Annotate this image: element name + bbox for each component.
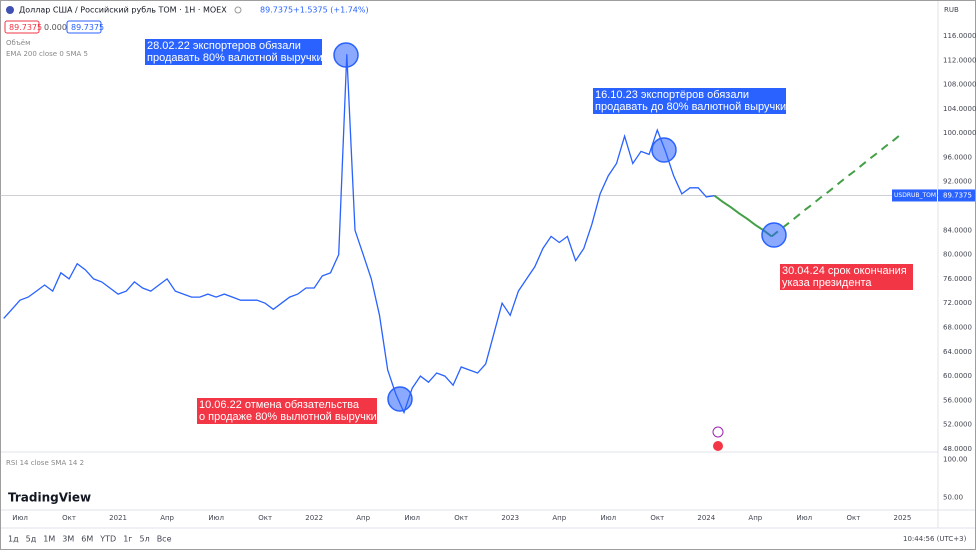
y-tick-label: 100.0000 — [943, 129, 976, 137]
clock: 10:44:56 (UTC+3) — [903, 535, 967, 543]
range-button[interactable]: 1г — [123, 535, 132, 544]
y-tick-label: 64.0000 — [943, 348, 972, 356]
currency[interactable]: RUB — [944, 6, 959, 14]
x-tick-label: Июл — [404, 514, 420, 522]
x-tick-label: Июл — [12, 514, 28, 522]
header-price: 89.7375 — [260, 6, 293, 15]
range-button[interactable]: 3М — [62, 535, 74, 544]
x-tick-label: 2024 — [697, 514, 715, 522]
event-icon[interactable] — [712, 426, 724, 438]
highlight-circle — [333, 42, 359, 68]
x-tick-label: Окт — [258, 514, 272, 522]
x-tick-label: Апр — [552, 514, 566, 522]
indicator-label[interactable]: RSI 14 close SMA 14 2 — [6, 459, 84, 467]
x-tick-label: Июл — [797, 514, 813, 522]
annotation-box — [197, 398, 377, 424]
symbol-label: USDRUB_TOM — [894, 192, 936, 199]
event-icon[interactable] — [713, 441, 723, 451]
annotation-text: продавать до 80% валютной выручки — [595, 101, 786, 113]
annotation-text: 28.02.22 экспортеров обязали — [147, 40, 301, 52]
annotation-box — [145, 39, 322, 65]
highlight-circle — [387, 386, 413, 412]
indicator-label[interactable]: Объём — [6, 39, 30, 47]
y-tick-label: 92.0000 — [943, 178, 972, 186]
x-tick-label: Окт — [650, 514, 664, 522]
y-tick-label: 116.0000 — [943, 32, 976, 40]
y-tick-label: 60.0000 — [943, 372, 972, 380]
annotation-text: 10.06.22 отмена обязательства — [199, 399, 360, 411]
symbol-icon — [6, 6, 14, 14]
series-line — [3, 54, 715, 415]
y-tick-label: 104.0000 — [943, 105, 976, 113]
x-tick-label: 2022 — [305, 514, 323, 522]
y-tick-label: 72.0000 — [943, 299, 972, 307]
y-tick-label: 56.0000 — [943, 396, 972, 404]
annotation-text: продавать 80% валютной выручки — [147, 52, 323, 64]
highlight-circle — [761, 222, 787, 248]
input-box[interactable] — [66, 20, 102, 34]
range-button[interactable]: 1д — [8, 535, 19, 544]
symbol-badge — [892, 189, 937, 202]
annotation-box — [780, 264, 913, 290]
header-icon[interactable] — [234, 6, 242, 14]
series-line — [713, 194, 773, 238]
range-button[interactable]: YTD — [99, 535, 116, 544]
x-tick-label: 2021 — [109, 514, 127, 522]
input-box[interactable] — [4, 20, 40, 34]
x-tick-label: 2023 — [501, 514, 519, 522]
x-tick-label: Июл — [600, 514, 616, 522]
y-tick-label: 96.0000 — [943, 153, 972, 161]
annotation-text: 30.04.24 срок окончания — [782, 265, 907, 277]
annotation-text: о продаже 80% вылютной выручки — [199, 411, 377, 423]
input-value[interactable]: 89.7375 — [9, 23, 42, 32]
y-tick-label: 80.0000 — [943, 251, 972, 259]
input-value[interactable]: 89.7375 — [71, 23, 104, 32]
y-tick-label: 52.0000 — [943, 421, 972, 429]
range-button[interactable]: 5д — [26, 535, 37, 544]
range-button[interactable]: Все — [157, 535, 172, 544]
price-badge — [938, 189, 975, 202]
x-tick-label: Апр — [160, 514, 174, 522]
indicator-label[interactable]: EMA 200 close 0 SMA 5 — [6, 50, 88, 58]
annotation-text: указа президента — [782, 277, 872, 289]
range-button[interactable]: 6М — [81, 535, 93, 544]
x-tick-label: 2025 — [893, 514, 911, 522]
highlight-circle — [651, 137, 677, 163]
annotation-text: 16.10.23 экспортёров обязали — [595, 89, 749, 101]
rsi-tick-label: 50.00 — [943, 493, 963, 501]
range-button[interactable]: 5л — [139, 535, 149, 544]
symbol-title: Доллар США / Российский рубль TOM · 1H ·… — [19, 6, 227, 15]
brand-logo: TradingView — [8, 491, 91, 505]
x-tick-label: Апр — [356, 514, 370, 522]
x-tick-label: Окт — [62, 514, 76, 522]
y-tick-label: 76.0000 — [943, 275, 972, 283]
annotation-box — [593, 88, 786, 114]
price-label: 89.7375 — [943, 191, 972, 199]
x-tick-label: Окт — [454, 514, 468, 522]
y-tick-label: 84.0000 — [943, 226, 972, 234]
x-tick-label: Окт — [846, 514, 860, 522]
range-button[interactable]: 1М — [43, 535, 55, 544]
y-tick-label: 108.0000 — [943, 81, 976, 89]
rsi-tick-label: 100.00 — [943, 456, 968, 464]
x-tick-label: Июл — [208, 514, 224, 522]
input-value[interactable]: 0.0000 — [44, 23, 72, 32]
x-tick-label: Апр — [748, 514, 762, 522]
header-change: +1.5375 (+1.74%) — [293, 6, 369, 15]
y-tick-label: 48.0000 — [943, 445, 972, 453]
y-tick-label: 68.0000 — [943, 323, 972, 331]
y-tick-label: 112.0000 — [943, 56, 976, 64]
